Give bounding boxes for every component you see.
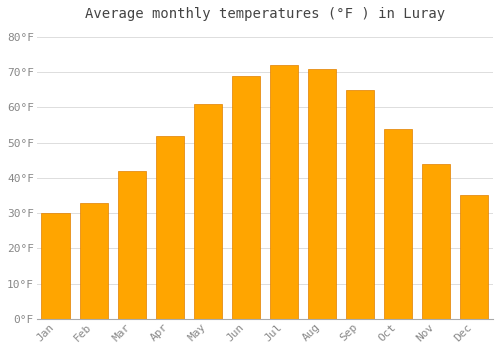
Bar bbox=[194, 104, 222, 319]
Bar bbox=[460, 196, 488, 319]
Bar bbox=[80, 203, 108, 319]
Bar bbox=[232, 76, 260, 319]
Bar bbox=[118, 171, 146, 319]
Bar bbox=[270, 65, 298, 319]
Bar bbox=[156, 135, 184, 319]
Title: Average monthly temperatures (°F ) in Luray: Average monthly temperatures (°F ) in Lu… bbox=[85, 7, 445, 21]
Bar bbox=[42, 213, 70, 319]
Bar bbox=[384, 128, 412, 319]
Bar bbox=[308, 69, 336, 319]
Bar bbox=[422, 164, 450, 319]
Bar bbox=[346, 90, 374, 319]
